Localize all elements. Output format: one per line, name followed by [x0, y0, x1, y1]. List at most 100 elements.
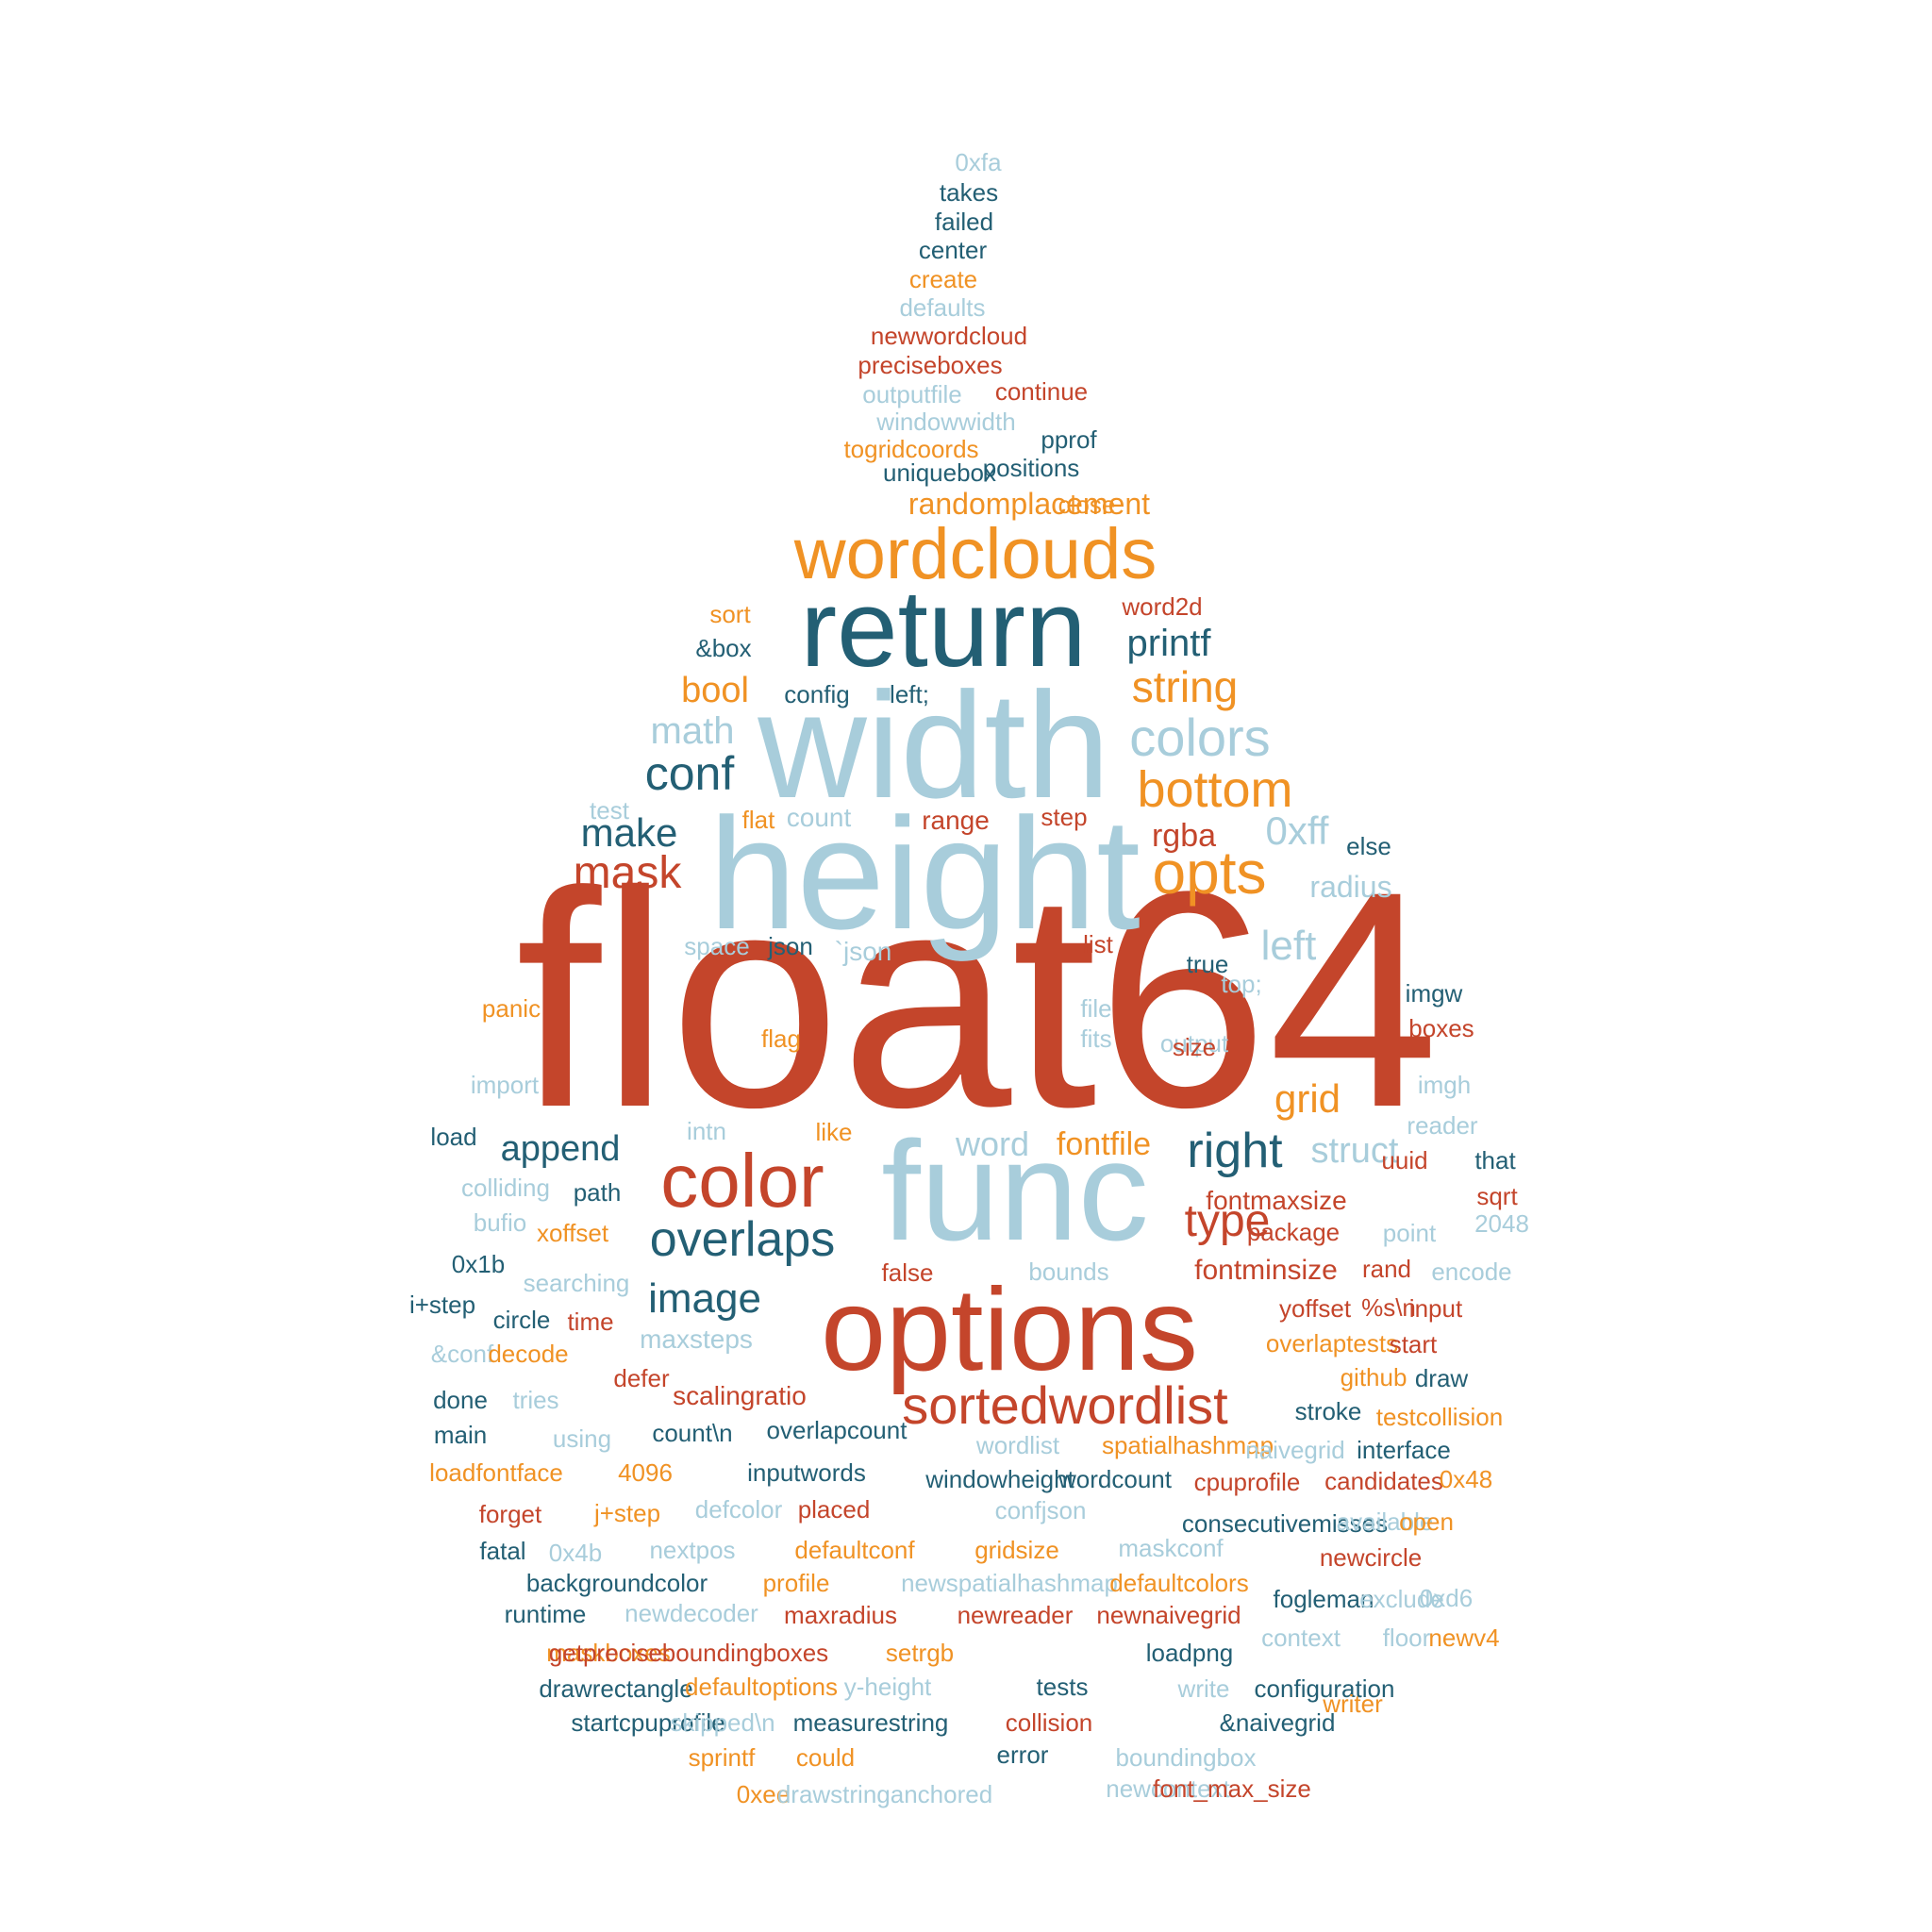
word-start: start — [1389, 1330, 1438, 1358]
word-string: string — [1131, 662, 1239, 711]
word-size: size — [1172, 1033, 1217, 1061]
word-grid: grid — [1274, 1076, 1341, 1121]
word-create: create — [908, 265, 978, 293]
word-outputfile: outputfile — [862, 380, 962, 408]
word-drawrectangle: drawrectangle — [539, 1674, 693, 1703]
word-return: return — [800, 567, 1087, 690]
word-0xee: 0xee — [736, 1780, 791, 1808]
word-box: &box — [695, 634, 752, 662]
word-startcpuprofile: startcpuprofile — [571, 1708, 725, 1737]
word-2048: 2048 — [1474, 1209, 1529, 1238]
word-colliding: colliding — [461, 1174, 550, 1202]
word-center: center — [918, 236, 988, 264]
word-true: true — [1186, 950, 1229, 978]
word-backgroundcolor: backgroundcolor — [525, 1569, 708, 1597]
word-json: `json — [834, 937, 892, 966]
word-point: point — [1382, 1219, 1437, 1247]
word-fontminsize: fontminsize — [1194, 1255, 1338, 1286]
word-write: write — [1177, 1674, 1230, 1703]
word-intn: intn — [687, 1117, 726, 1145]
word-exclude: exclude — [1359, 1585, 1444, 1613]
word-measurestring: measurestring — [792, 1708, 949, 1737]
word-encode: encode — [1431, 1257, 1512, 1286]
word-defcolor: defcolor — [694, 1495, 783, 1524]
word-maxsteps: maxsteps — [640, 1324, 753, 1354]
word-path: path — [573, 1178, 622, 1207]
word-append: append — [500, 1129, 621, 1169]
word-4096: 4096 — [618, 1458, 673, 1487]
word-confjson: confjson — [994, 1496, 1087, 1524]
word-writer: writer — [1323, 1690, 1383, 1718]
word-newreader: newreader — [957, 1601, 1074, 1629]
word-newv4: newv4 — [1428, 1624, 1500, 1652]
word-bottom: bottom — [1137, 761, 1293, 818]
word-xoffset: xoffset — [536, 1219, 609, 1247]
word-imgw: imgw — [1405, 979, 1463, 1008]
word-defaultcolors: defaultcolors — [1109, 1569, 1249, 1597]
word-radius: radius — [1309, 870, 1392, 904]
word-yoffset: yoffset — [1278, 1294, 1352, 1323]
word-json: json — [768, 932, 813, 960]
word-gridsize: gridsize — [974, 1536, 1059, 1564]
word-open: open — [1399, 1507, 1454, 1536]
word-left: left; — [890, 680, 929, 708]
word-boxes: boxes — [1408, 1014, 1474, 1042]
word-i-step: i+step — [408, 1291, 476, 1319]
word-time: time — [567, 1307, 614, 1336]
word-skipped-n: skipped\n — [670, 1708, 775, 1737]
word-width: width — [758, 660, 1110, 829]
word-image: image — [648, 1275, 761, 1322]
word-make: make — [580, 810, 678, 855]
word-flat: flat — [741, 806, 775, 834]
word-main: main — [433, 1421, 488, 1449]
word-count: count — [786, 803, 852, 832]
word-flag: flag — [761, 1024, 801, 1053]
word-sprintf: sprintf — [688, 1743, 756, 1772]
word-test: test — [590, 796, 629, 824]
word-list: list — [1083, 930, 1113, 958]
word-wordclouds: wordclouds — [793, 514, 1158, 594]
word-newwordcloud: newwordcloud — [870, 322, 1028, 350]
word-space: space — [684, 932, 750, 960]
word-s-n: %s\n — [1361, 1293, 1416, 1322]
word-could: could — [795, 1743, 856, 1772]
word-testcollision: testcollision — [1375, 1403, 1504, 1431]
word-y-height: y-height — [843, 1673, 932, 1701]
word-collision: collision — [1005, 1708, 1093, 1737]
word-sortedwordlist: sortedwordlist — [902, 1375, 1228, 1435]
word-conf: conf — [644, 747, 735, 800]
word-else: else — [1346, 832, 1391, 860]
word-using: using — [552, 1424, 612, 1453]
word-preciseboxes: preciseboxes — [858, 351, 1003, 379]
word-decode: decode — [488, 1340, 569, 1368]
word-drawstringanchored: drawstringanchored — [776, 1780, 993, 1808]
word-naivegrid: &naivegrid — [1219, 1708, 1336, 1737]
word-0x4b: 0x4b — [548, 1539, 603, 1567]
word-that: that — [1474, 1146, 1516, 1174]
word-imgh: imgh — [1417, 1071, 1472, 1099]
word-fits: fits — [1080, 1024, 1112, 1053]
word-scalingratio: scalingratio — [673, 1381, 807, 1410]
word-sort: sort — [709, 600, 751, 628]
word-0xd6: 0xd6 — [1419, 1584, 1474, 1612]
word-forget: forget — [478, 1500, 542, 1528]
word-overlapcount: overlapcount — [766, 1416, 908, 1444]
word-sqrt: sqrt — [1476, 1182, 1518, 1210]
word-loadpng: loadpng — [1145, 1639, 1234, 1667]
word-func: func — [881, 1111, 1149, 1270]
word-j-step: j+step — [593, 1499, 661, 1527]
word-color: color — [660, 1139, 824, 1223]
word-rgba: rgba — [1151, 818, 1217, 854]
word-inputwords: inputwords — [747, 1458, 866, 1487]
word-wordlist: wordlist — [975, 1431, 1060, 1459]
word-config: config — [784, 680, 850, 708]
word-printf: printf — [1126, 623, 1211, 664]
word-newdecoder: newdecoder — [625, 1599, 758, 1627]
word-step: step — [1041, 803, 1088, 831]
word-0xff: 0xff — [1265, 808, 1329, 853]
word-github: github — [1340, 1363, 1407, 1391]
word-windowwidth: windowwidth — [876, 408, 1016, 436]
word-left: left — [1260, 923, 1317, 969]
word-newcircle: newcircle — [1319, 1543, 1423, 1572]
